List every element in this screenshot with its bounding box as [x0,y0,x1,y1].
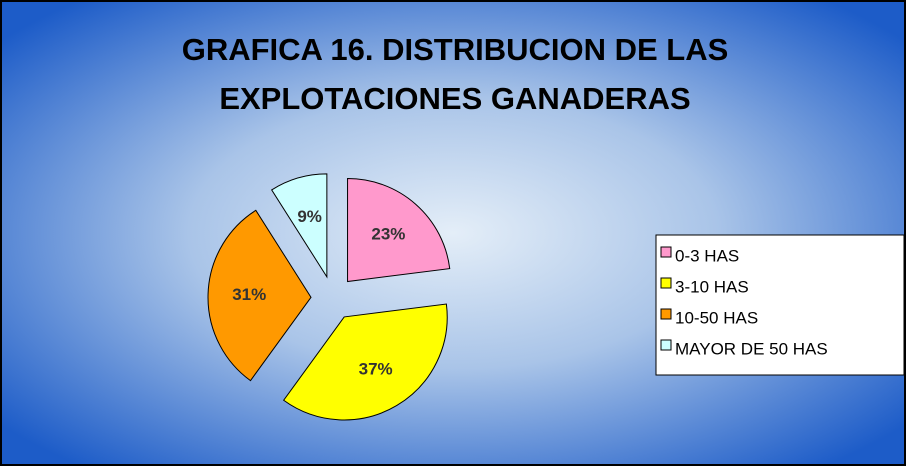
chart-title: GRAFICA 16. DISTRIBUCION DE LAS [182,32,729,67]
legend-swatch [660,308,672,320]
pie-slice [207,209,312,382]
pie-slice [270,173,328,279]
data-label: 23% [371,225,405,244]
data-label: 31% [232,285,266,304]
legend-swatch [660,246,672,258]
pie: 23% 37% 31% 9% [207,173,451,421]
legend-swatch [660,277,672,289]
data-label: 9% [297,207,322,226]
pie-slice [282,303,448,421]
legend-swatch [660,339,672,351]
legend-label: 10-50 HAS [675,308,758,327]
legend: 0-3 HAS 3-10 HAS 10-50 HAS MAYOR DE 50 HAS [655,234,905,376]
legend-label: MAYOR DE 50 HAS [675,339,828,358]
legend-box [655,234,905,376]
data-label: 37% [359,360,393,379]
legend-label: 3-10 HAS [675,277,749,296]
pie-slice [347,177,451,283]
legend-label: 0-3 HAS [675,246,739,265]
chart-title: EXPLOTACIONES GANADERAS [219,81,690,116]
